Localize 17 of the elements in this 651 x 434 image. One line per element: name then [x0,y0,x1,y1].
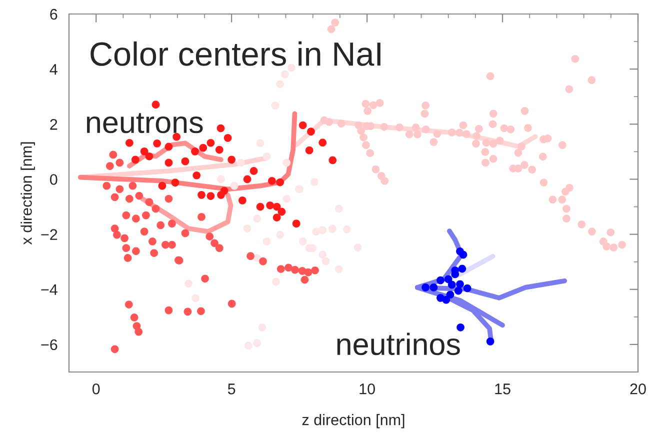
x-tick-label: 20 [630,384,646,394]
x-tick-label: 10 [360,384,375,394]
x-tick-label: 5 [228,384,236,394]
annotation: neutrinos [337,332,460,356]
y-tick-label: 4 [50,64,58,75]
y-tick-label: 0 [50,174,58,185]
y-axis-title: x direction [nm] [20,142,35,245]
y-tick-label: −2 [41,229,58,240]
y-tick-label: 2 [50,119,58,130]
x-axis-title: z direction [nm] [302,414,404,428]
y-tick-label: −4 [41,284,58,295]
x-tick-label: 0 [92,384,100,394]
y-tick-label: 6 [50,8,58,20]
annotation: neutrons [86,113,203,134]
x-tick-label: 15 [495,384,510,394]
y-tick-label: −6 [41,339,58,350]
text: Color centers in NaI [90,41,380,66]
